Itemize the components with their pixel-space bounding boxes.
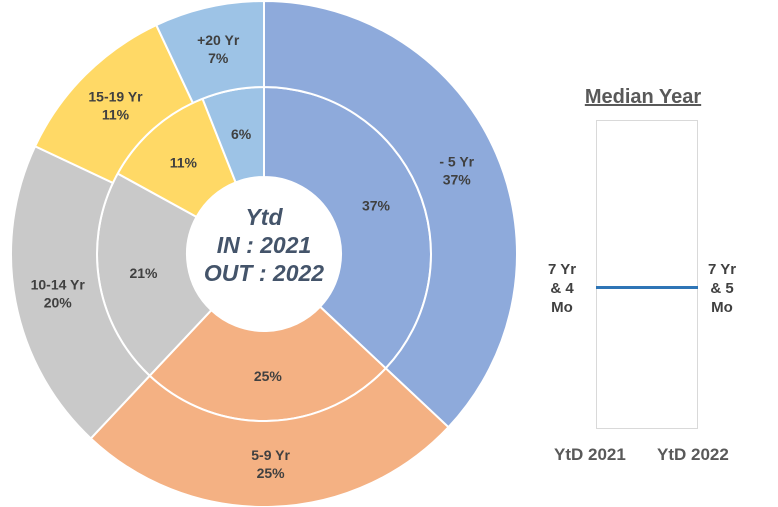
center-line-3: OUT : 2022 bbox=[203, 260, 325, 286]
inner-slice-label-4: 6% bbox=[231, 126, 252, 142]
median-2022-years: 7 Yr bbox=[707, 261, 737, 278]
donut-slices bbox=[10, 0, 518, 507]
median-plot-area bbox=[596, 120, 698, 429]
outer-slice-4 bbox=[154, 0, 265, 105]
median-2021-months: & 4 bbox=[550, 280, 574, 297]
center-line-1: Ytd bbox=[245, 204, 283, 230]
donut-hole bbox=[188, 178, 340, 330]
inner-slice-label-3: 11% bbox=[170, 154, 198, 170]
inner-slice-label-1: 25% bbox=[254, 368, 283, 384]
x-tick-label-ytd-2021: YtD 2021 bbox=[554, 445, 626, 464]
outer-slice-label-4: +20 Yr 7% bbox=[197, 32, 240, 66]
median-value-label-2021: 7 Yr & 4 Mo bbox=[537, 260, 587, 317]
inner-slice-label-2: 21% bbox=[129, 265, 158, 281]
outer-slice-label-0: - 5 Yr 37% bbox=[439, 154, 474, 188]
median-value-label-2022: 7 Yr & 5 Mo bbox=[697, 260, 747, 317]
outer-slice-label-1: 5-9 Yr 25% bbox=[251, 447, 290, 481]
outer-slice-label-2: 10-14 Yr 20% bbox=[31, 276, 86, 310]
median-chart-title: Median Year bbox=[584, 86, 702, 108]
outer-slice-1 bbox=[89, 366, 450, 507]
outer-slice-label-3: 15-19 Yr 11% bbox=[88, 89, 143, 123]
median-2022-months: & 5 bbox=[710, 280, 734, 297]
inner-slice-label-0: 37% bbox=[362, 198, 391, 214]
donut-slice-labels: 37% 25% 21% 11% 6% - 5 Yr 37% 5-9 Yr 25% 10-14 Yr… bbox=[31, 32, 475, 481]
donut-center-label: Ytd IN : 2021 OUT : 2022 bbox=[188, 203, 340, 287]
median-2021-unit: Mo bbox=[551, 299, 573, 316]
x-tick-label-ytd-2022: YtD 2022 bbox=[657, 445, 729, 464]
median-2021-years: 7 Yr bbox=[547, 261, 577, 278]
median-series-line bbox=[596, 286, 698, 289]
center-line-2: IN : 2021 bbox=[216, 232, 312, 258]
median-year-chart: Median Year 7 Yr & 4 Mo 7 Yr & 5 Mo YtD … bbox=[540, 0, 778, 507]
median-2022-unit: Mo bbox=[711, 299, 733, 316]
outer-slice-0 bbox=[263, 0, 518, 429]
